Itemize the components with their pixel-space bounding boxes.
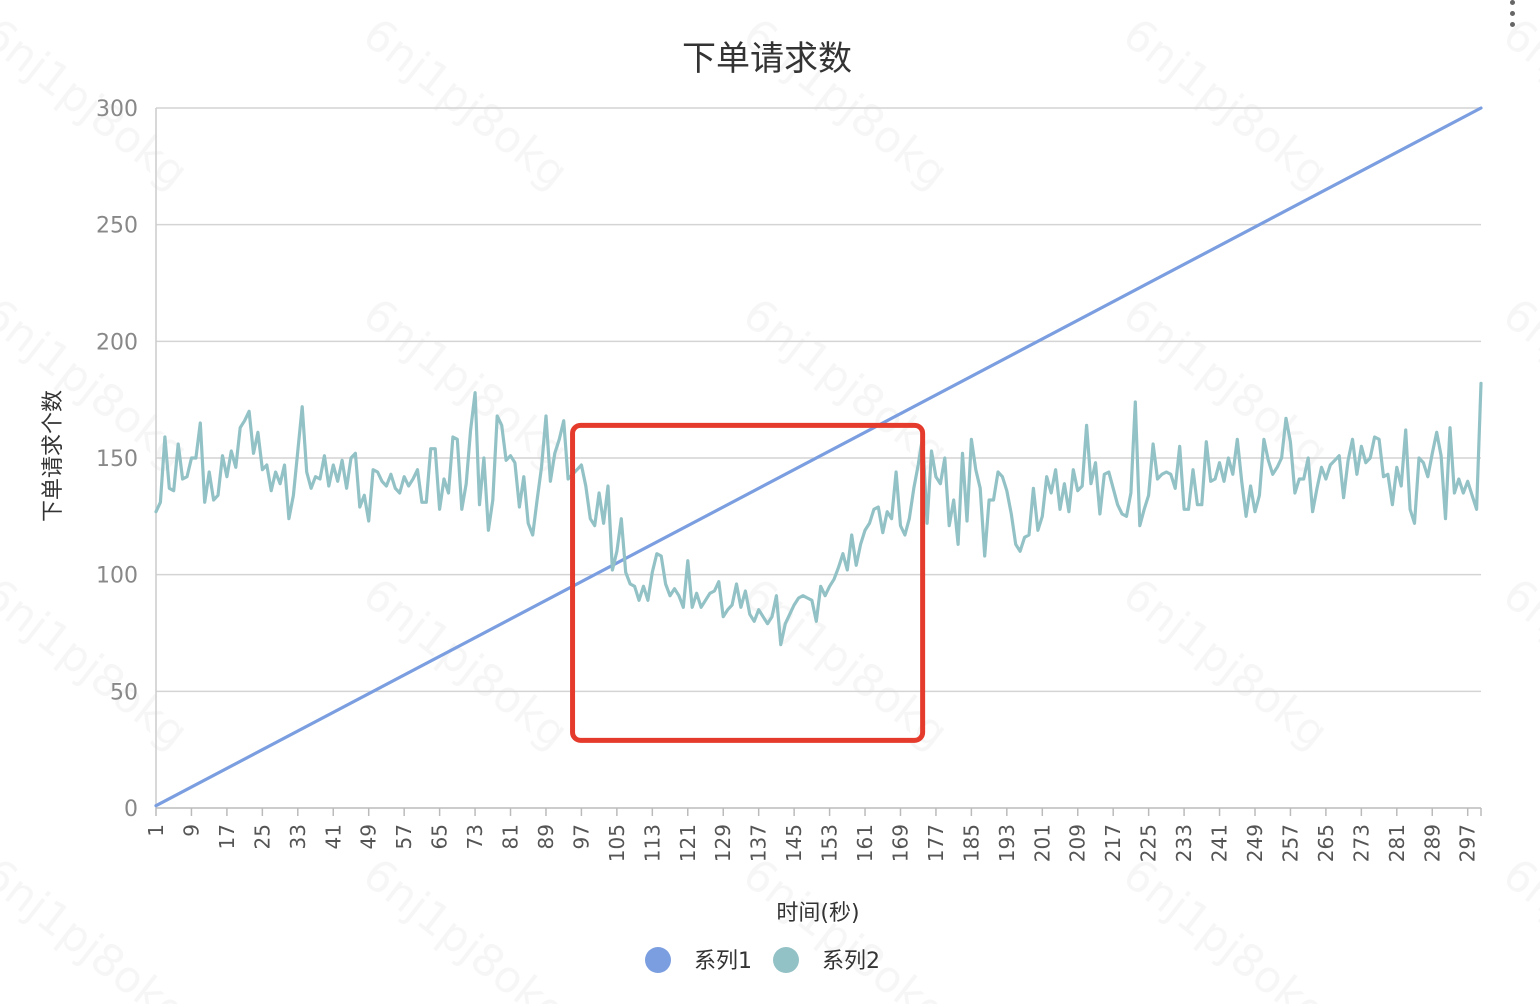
x-tick-label: 273: [1349, 824, 1373, 862]
watermark-text: 6nj1pj8okg: [0, 568, 197, 759]
series-line-2: [154, 381, 1483, 647]
watermark-text: 6nj1pj8okg: [353, 848, 577, 1004]
x-tick-label: 33: [286, 824, 310, 849]
y-tick-label: 100: [96, 564, 138, 589]
legend-label[interactable]: 系列2: [822, 949, 880, 974]
watermark-text: 6nj1pj8okg: [1493, 568, 1540, 759]
x-tick-label: 217: [1101, 824, 1125, 862]
watermark-text: 6nj1pj8okg: [353, 568, 577, 759]
x-tick-label: 137: [747, 824, 771, 862]
x-tick-label: 225: [1137, 824, 1161, 862]
x-tick-label: 65: [428, 824, 452, 849]
y-tick-label: 50: [110, 680, 138, 705]
chart-title: 下单请求数: [682, 39, 852, 79]
x-tick-label: 161: [853, 824, 877, 862]
x-tick-label: 41: [321, 824, 345, 849]
x-tick-label: 105: [605, 824, 629, 862]
y-tick-label: 200: [96, 330, 138, 355]
watermark-text: 6nj1pj8okg: [1113, 848, 1337, 1004]
x-tick-label: 233: [1172, 824, 1196, 862]
x-tick-label: 81: [499, 824, 523, 849]
x-tick-label: 73: [463, 824, 487, 849]
watermark-text: 6nj1pj8okg: [0, 848, 197, 1004]
watermark-text: 6nj1pj8okg: [1493, 8, 1540, 199]
x-tick-label: 281: [1385, 824, 1409, 862]
watermark-text: 6nj1pj8okg: [1493, 848, 1540, 1004]
x-tick-label: 129: [711, 824, 735, 862]
x-axis-label: 时间(秒): [776, 901, 859, 926]
axes: 0 50 100 150 200 250 300 1 9 17 25 33 41 49 57 65 73 81 89…: [96, 97, 1482, 862]
x-tick-label: 297: [1456, 824, 1480, 862]
y-tick-label: 0: [124, 797, 138, 822]
x-tick-label: 265: [1314, 824, 1338, 862]
legend-label[interactable]: 系列1: [694, 949, 752, 974]
x-tick-label: 289: [1420, 824, 1444, 862]
y-axis-label: 下单请求个数: [41, 390, 66, 522]
x-tick-label: 57: [392, 824, 416, 849]
x-tick-label: 169: [888, 824, 912, 862]
watermark-text: 6nj1pj8okg: [1493, 288, 1540, 479]
watermark-text: 6nj1pj8okg: [733, 848, 957, 1004]
x-tick-label: 153: [818, 824, 842, 862]
watermark-text: 6nj1pj8okg: [733, 8, 957, 199]
highlight-rectangle: [570, 422, 926, 743]
watermark-text: 6nj1pj8okg: [1113, 568, 1337, 759]
x-tick-label: 249: [1243, 824, 1267, 862]
x-tick-label: 201: [1030, 824, 1054, 862]
series-layer: [154, 106, 1483, 808]
legend: 系列1 系列2: [645, 947, 880, 974]
y-tick-label: 300: [96, 97, 138, 122]
annotation-layer: [570, 422, 926, 743]
more-options-icon[interactable]: [1508, 0, 1516, 30]
x-tick-label: 25: [250, 824, 274, 849]
series-line-1: [154, 106, 1483, 808]
x-tick-label: 121: [676, 824, 700, 862]
x-tick-label: 1: [144, 824, 168, 837]
x-tick-label: 49: [357, 824, 381, 849]
watermark-text: 6nj1pj8okg: [1113, 288, 1337, 479]
legend-marker[interactable]: [773, 947, 799, 973]
x-tick-label: 193: [995, 824, 1019, 862]
x-tick-label: 177: [924, 824, 948, 862]
y-tick-label: 250: [96, 214, 138, 239]
x-tick-label: 97: [569, 824, 593, 849]
x-tick-label: 9: [179, 824, 203, 837]
x-tick-label: 89: [534, 824, 558, 849]
x-tick-label: 185: [959, 824, 983, 862]
watermark-text: 6nj1pj8okg: [1113, 8, 1337, 199]
watermark-text: 6nj1pj8okg: [353, 8, 577, 199]
x-tick-label: 257: [1278, 824, 1302, 862]
legend-marker[interactable]: [645, 947, 671, 973]
x-tick-label: 145: [782, 824, 806, 862]
x-tick-label: 113: [640, 824, 664, 862]
x-tick-label: 17: [215, 824, 239, 849]
y-tick-label: 150: [96, 447, 138, 472]
x-tick-label: 241: [1208, 824, 1232, 862]
x-tick-label: 209: [1066, 824, 1090, 862]
